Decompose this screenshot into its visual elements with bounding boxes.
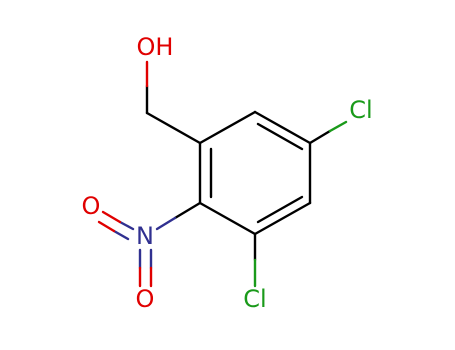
bond <box>145 111 202 145</box>
bond <box>253 201 312 236</box>
atom-label: O <box>136 285 155 313</box>
bond <box>101 210 122 224</box>
bond <box>118 220 135 231</box>
bond <box>308 129 332 145</box>
bond <box>97 220 116 233</box>
bonds <box>145 84 332 262</box>
atom-label: N <box>136 222 154 250</box>
atom-label: Cl <box>243 285 266 313</box>
bond <box>256 195 304 224</box>
bond <box>173 201 202 220</box>
atom-label: Cl <box>349 96 372 124</box>
bond <box>112 229 130 241</box>
bond <box>155 216 177 231</box>
atom-label: O <box>82 192 101 220</box>
bond <box>253 110 312 145</box>
bond <box>198 110 257 145</box>
atom-label: OH <box>137 33 174 61</box>
bond <box>328 120 348 133</box>
bond <box>256 122 304 151</box>
bond <box>198 201 257 236</box>
